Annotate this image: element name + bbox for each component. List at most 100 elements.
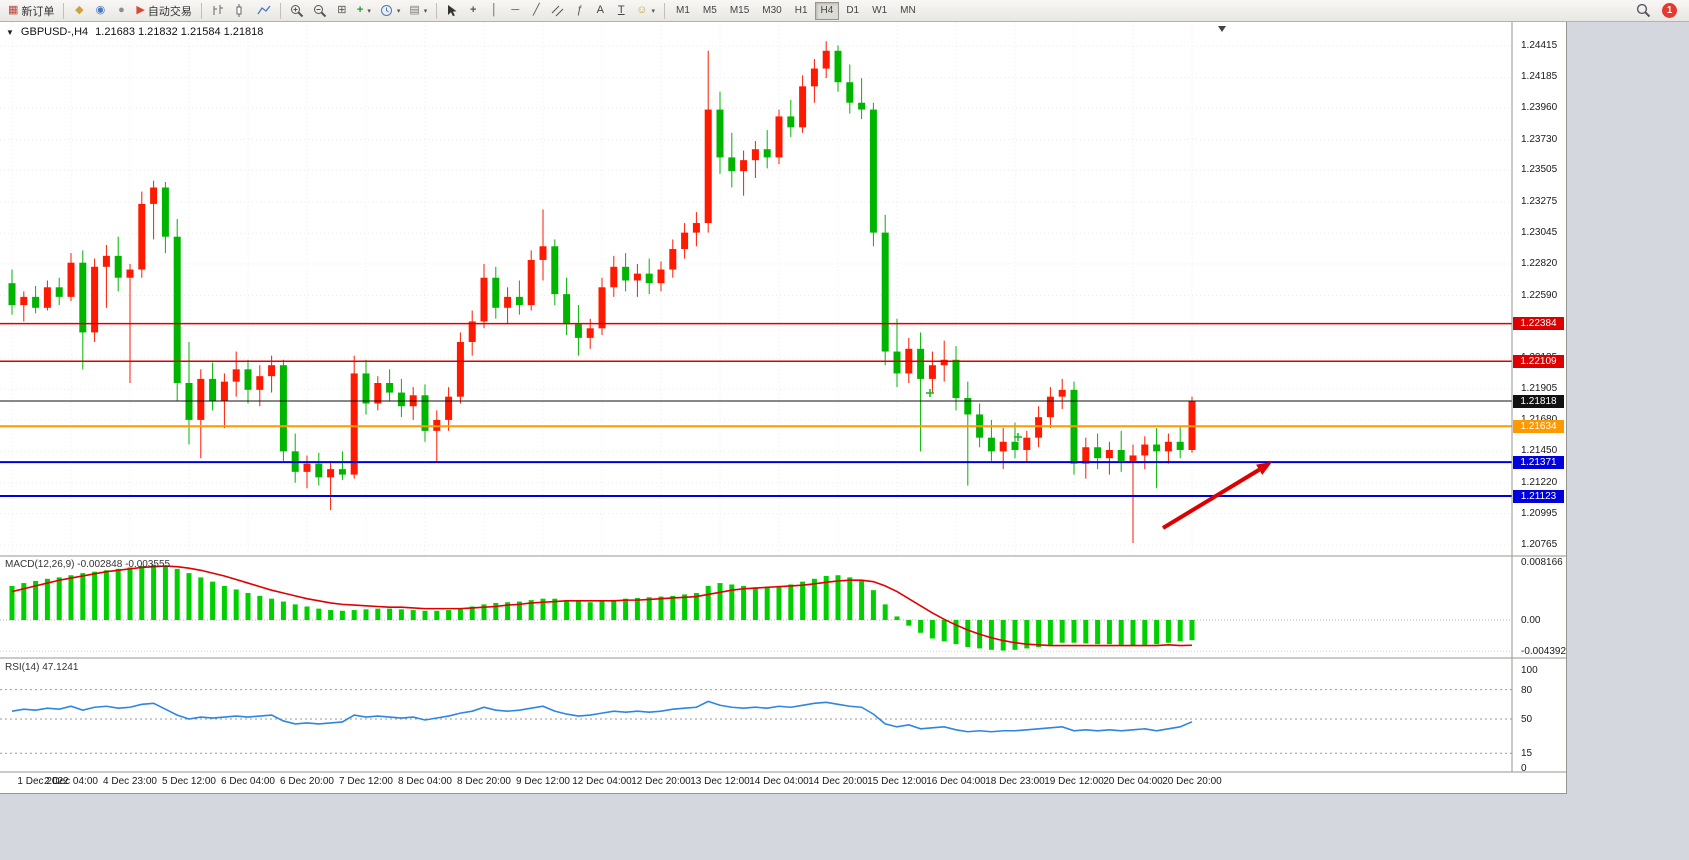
text-button[interactable]: A	[590, 1, 610, 20]
templates-button[interactable]: ▤ ▾	[405, 1, 431, 20]
macd-indicator-name: MACD(12,26,9)	[5, 559, 75, 570]
candle-body	[551, 246, 559, 295]
rsi-scale-label: 80	[1521, 684, 1533, 696]
macd-histogram-bar	[859, 580, 865, 620]
macd-histogram-bar	[151, 564, 157, 620]
vertical-line-button[interactable]: │	[484, 1, 504, 20]
price-axis-label: 1.21905	[1521, 383, 1558, 395]
crosshair-button[interactable]: +	[463, 1, 483, 20]
rsi-value: 47.1241	[42, 662, 79, 673]
candle-body	[350, 373, 358, 475]
candlestick-chart-button[interactable]	[230, 1, 252, 20]
macd-histogram-bar	[1189, 620, 1195, 641]
macd-histogram-bar	[103, 570, 109, 620]
rsi-line	[11, 700, 1193, 733]
one-click-trading-expander-icon[interactable]: ▼	[6, 27, 14, 37]
arrows-button[interactable]: ☺ ▾	[632, 1, 659, 20]
tile-windows-button[interactable]: ⊞	[332, 1, 352, 20]
timeframe-button-m1[interactable]: M1	[670, 2, 696, 20]
timeframe-button-h4[interactable]: H4	[814, 1, 840, 20]
candle-body	[20, 296, 28, 306]
candle-body	[232, 369, 240, 382]
macd-histogram-bar	[1142, 620, 1148, 645]
timeframe-button-h1[interactable]: H1	[789, 2, 814, 20]
candle-body	[751, 149, 759, 161]
time-axis-label: 15 Dec 12:00	[867, 776, 927, 787]
candle-body	[1082, 447, 1090, 464]
candle-body	[67, 262, 75, 297]
cursor-button[interactable]	[442, 1, 462, 20]
macd-histogram-bar	[823, 575, 829, 620]
macd-histogram-bar	[1165, 620, 1171, 643]
market-button[interactable]: ◉	[90, 1, 110, 20]
timeframe-button-m5[interactable]: M5	[697, 2, 723, 20]
metaeditor-button[interactable]: ◆	[69, 1, 89, 20]
candle-body	[492, 277, 500, 308]
candle-body	[881, 232, 889, 352]
macd-histogram-bar	[446, 610, 452, 620]
horizontal-line-button[interactable]: ─	[505, 1, 525, 20]
macd-histogram-bar	[328, 610, 334, 620]
candle-body	[928, 365, 936, 379]
macd-histogram-bar	[599, 601, 605, 620]
candle-body	[445, 396, 453, 420]
candle-body	[209, 378, 217, 401]
price-level-tag: 1.21123	[1513, 489, 1564, 503]
zoom-out-button[interactable]	[309, 1, 331, 20]
autotrading-button[interactable]: ▶ 自动交易	[132, 1, 195, 20]
candle-body	[338, 469, 346, 475]
macd-histogram-bar	[929, 620, 935, 639]
macd-histogram-bar	[658, 596, 664, 620]
candle-body	[327, 469, 335, 478]
chart-shift-marker	[1218, 26, 1226, 32]
candle-body	[268, 365, 276, 377]
macd-histogram-bar	[115, 568, 121, 620]
price-axis-label: 1.23960	[1521, 102, 1558, 114]
arrows-icon: ☺	[636, 4, 648, 16]
macd-histogram-bar	[587, 602, 593, 620]
macd-histogram-bar	[304, 606, 310, 620]
macd-histogram-bar	[375, 608, 381, 620]
macd-histogram-bar	[469, 606, 475, 620]
clock-icon	[380, 5, 392, 16]
timeframe-button-mn[interactable]: MN	[894, 2, 922, 20]
periods-button[interactable]: ▾	[376, 1, 405, 20]
new-order-button[interactable]: ▦ 新订单	[4, 1, 58, 20]
macd-histogram-bar	[9, 585, 15, 620]
candle-body	[787, 116, 795, 128]
chart-window: ▼ GBPUSD-,H4 1.21683 1.21832 1.21584 1.2…	[0, 22, 1567, 794]
candle-body	[987, 437, 995, 452]
candle-body	[315, 463, 323, 478]
channel-button[interactable]	[547, 1, 568, 20]
line-chart-button[interactable]	[253, 1, 275, 20]
zoom-in-button[interactable]	[286, 1, 308, 20]
indicators-button[interactable]: + ▾	[353, 1, 375, 20]
candle-body	[858, 102, 866, 110]
macd-histogram-bar	[1036, 620, 1042, 647]
candle-body	[1117, 449, 1125, 461]
trendline-button[interactable]: ╱	[526, 1, 546, 20]
time-axis-label: 20 Dec 04:00	[1103, 776, 1163, 787]
timeframe-button-w1[interactable]: W1	[866, 2, 893, 20]
candle-body	[527, 259, 535, 306]
timeframe-button-m30[interactable]: M30	[756, 2, 787, 20]
fibonacci-button[interactable]: ƒ	[569, 1, 589, 20]
macd-histogram-bar	[56, 577, 62, 620]
community-button[interactable]: ●	[111, 1, 131, 20]
timeframe-button-d1[interactable]: D1	[840, 2, 865, 20]
candle-body	[173, 236, 181, 383]
notification-badge[interactable]: 1	[1662, 3, 1677, 18]
bar-chart-icon	[213, 5, 223, 15]
candle-body	[893, 351, 901, 374]
candle-body	[633, 273, 641, 281]
macd-signal-value: -0.003555	[125, 559, 171, 570]
chart-canvas[interactable]	[0, 22, 1566, 793]
candle-body	[740, 160, 748, 172]
bar-chart-button[interactable]	[207, 1, 229, 20]
macd-histogram-bar	[221, 585, 227, 620]
search-button[interactable]	[1632, 1, 1655, 20]
indicators-icon: +	[356, 4, 364, 16]
text-label-button[interactable]: T	[611, 1, 631, 20]
timeframe-button-m15[interactable]: M15	[724, 2, 755, 20]
metaeditor-icon: ◆	[75, 4, 84, 16]
